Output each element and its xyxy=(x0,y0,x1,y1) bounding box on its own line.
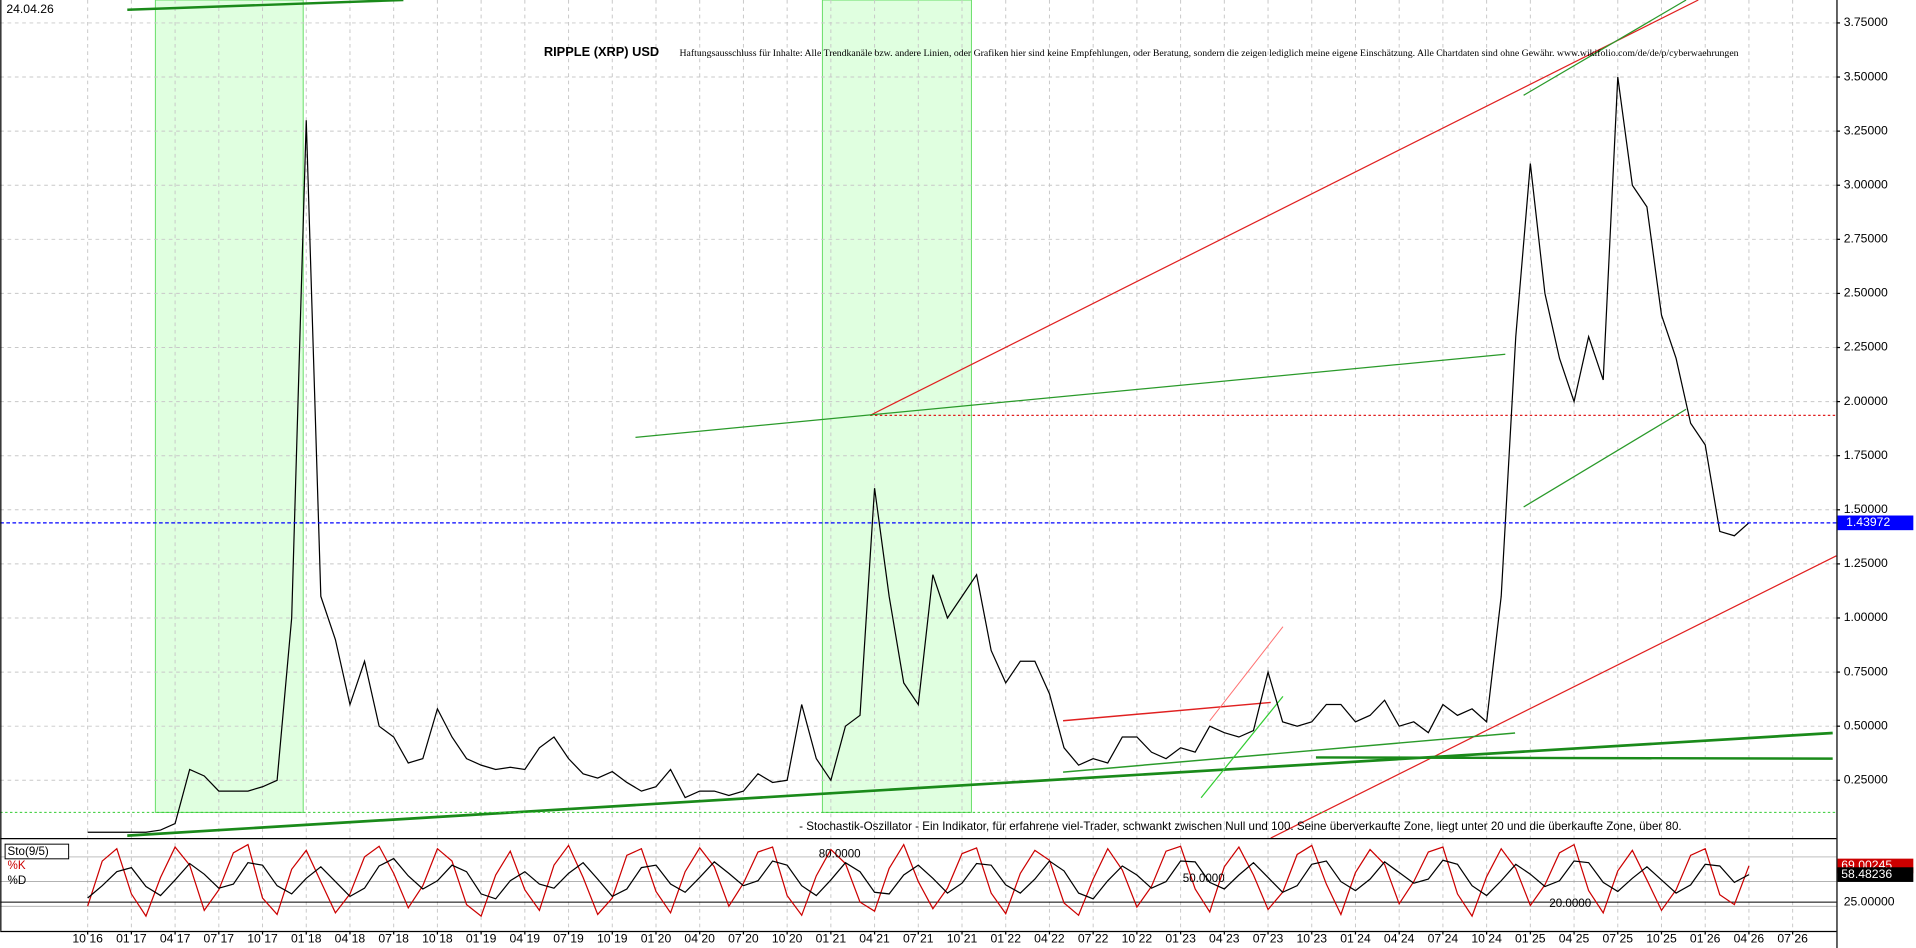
x-tick-label: 01 20 xyxy=(641,932,672,946)
x-tick-label: 07 21 xyxy=(903,932,934,946)
legend-label: %D xyxy=(8,874,27,887)
disclaimer: Haftungsausschluss für Inhalte: Alle Tre… xyxy=(679,48,1738,59)
last-price-label: 1.43972 xyxy=(1846,515,1890,529)
trend-line xyxy=(1062,701,1271,722)
x-tick-label: 04 20 xyxy=(684,932,715,946)
trend-line xyxy=(1523,408,1687,508)
trend-line xyxy=(1209,626,1284,722)
indicator-line xyxy=(87,843,1750,918)
x-tick-label: 04 17 xyxy=(160,932,191,946)
price-line xyxy=(87,76,1750,833)
x-tick-label: 10 20 xyxy=(772,932,803,946)
trend-line xyxy=(1315,756,1833,760)
x-tick-label: 01 24 xyxy=(1340,932,1371,946)
y-tick-label: 0.25000 xyxy=(1844,772,1888,786)
indicator-legend-box xyxy=(4,843,70,860)
trend-line xyxy=(127,731,1833,837)
x-tick-label: 07 23 xyxy=(1253,932,1284,946)
y-tick-label: 1.75000 xyxy=(1844,448,1888,462)
y-tick-label: 2.75000 xyxy=(1844,232,1888,246)
y-tick-label: 3.50000 xyxy=(1844,69,1888,83)
trend-line xyxy=(1200,695,1284,799)
y-tick-label: 3.25000 xyxy=(1844,123,1888,137)
trend-line xyxy=(1062,732,1516,773)
y-tick-label: 2.50000 xyxy=(1844,286,1888,300)
level-label: 50.0000 xyxy=(1183,872,1225,885)
y-tick-label: 0.75000 xyxy=(1844,664,1888,678)
trend-line xyxy=(869,0,1699,416)
y-tick-label: 0.50000 xyxy=(1844,718,1888,732)
y-tick-label: 25.00000 xyxy=(1844,894,1895,908)
x-tick-label: 04 25 xyxy=(1559,932,1590,946)
x-tick-label: 04 24 xyxy=(1384,932,1415,946)
x-tick-label: 04 23 xyxy=(1209,932,1240,946)
x-tick-label: 10 18 xyxy=(422,932,453,946)
y-tick-label: 2.25000 xyxy=(1844,340,1888,354)
indicator-note: - Stochastik-Oszillator - Ein Indikator,… xyxy=(799,820,1681,833)
x-tick-label: 07 26 xyxy=(1777,932,1808,946)
y-tick-label: 3.00000 xyxy=(1844,177,1888,191)
x-tick-label: 07 20 xyxy=(728,932,759,946)
x-tick-label: 07 18 xyxy=(378,932,409,946)
labels: 24.04.26 RIPPLE (XRP) USD Haftungsaussch… xyxy=(4,2,1914,946)
x-tick-label: 07 22 xyxy=(1078,932,1109,946)
indicator-line xyxy=(87,857,1750,900)
y-tick-label: 1.25000 xyxy=(1844,556,1888,570)
x-tick-label: 10 25 xyxy=(1646,932,1677,946)
x-tick-label: 01 17 xyxy=(116,932,147,946)
y-tick-label: 3.75000 xyxy=(1844,15,1888,29)
x-tick-label: 10 19 xyxy=(597,932,628,946)
x-tick-label: 07 24 xyxy=(1428,932,1459,946)
trend-line xyxy=(1270,555,1837,839)
x-tick-label: 10 24 xyxy=(1471,932,1502,946)
level-label: 80.0000 xyxy=(819,848,861,861)
trend-line xyxy=(635,353,1506,438)
x-tick-label: 10 16 xyxy=(72,932,103,946)
grid xyxy=(0,0,1837,931)
x-tick-label: 07 19 xyxy=(553,932,584,946)
x-tick-label: 01 25 xyxy=(1515,932,1546,946)
last-price-tag xyxy=(1837,515,1914,531)
x-tick-label: 04 22 xyxy=(1034,932,1065,946)
highlight-band xyxy=(154,0,304,813)
x-tick-label: 01 21 xyxy=(816,932,847,946)
x-tick-label: 04 21 xyxy=(859,932,890,946)
x-tick-label: 01 23 xyxy=(1165,932,1196,946)
x-tick-label: 01 18 xyxy=(291,932,322,946)
highlight-bands xyxy=(154,0,972,813)
x-tick-label: 01 26 xyxy=(1690,932,1721,946)
trend-line xyxy=(1523,0,1687,96)
x-tick-label: 07 25 xyxy=(1603,932,1634,946)
x-tick-label: 04 18 xyxy=(335,932,366,946)
y-tick-label: 1.00000 xyxy=(1844,610,1888,624)
chart-title: RIPPLE (XRP) USD xyxy=(544,44,659,59)
level-label: 20.0000 xyxy=(1549,897,1591,910)
x-tick-label: 04 19 xyxy=(510,932,541,946)
x-tick-label: 10 22 xyxy=(1122,932,1153,946)
trend-lines xyxy=(0,0,1837,839)
x-tick-label: 01 19 xyxy=(466,932,497,946)
indicator-title: Sto(9/5) xyxy=(8,845,49,858)
x-tick-label: 10 17 xyxy=(247,932,278,946)
highlight-band xyxy=(821,0,972,813)
date-label: 24.04.26 xyxy=(6,2,54,16)
y-tick-label: 1.50000 xyxy=(1844,502,1888,516)
trend-line xyxy=(127,0,404,11)
indicator-tag xyxy=(1837,867,1914,882)
x-tick-label: 07 17 xyxy=(204,932,235,946)
y-tick-label: 2.00000 xyxy=(1844,394,1888,408)
data-layer xyxy=(0,76,1837,918)
x-tick-label: 01 22 xyxy=(990,932,1021,946)
x-tick-label: 04 26 xyxy=(1734,932,1765,946)
indicator-tag-label: 58.48236 xyxy=(1841,867,1892,881)
x-tick-label: 10 23 xyxy=(1296,932,1327,946)
legend-label: %K xyxy=(8,859,26,872)
x-tick-label: 10 21 xyxy=(947,932,978,946)
